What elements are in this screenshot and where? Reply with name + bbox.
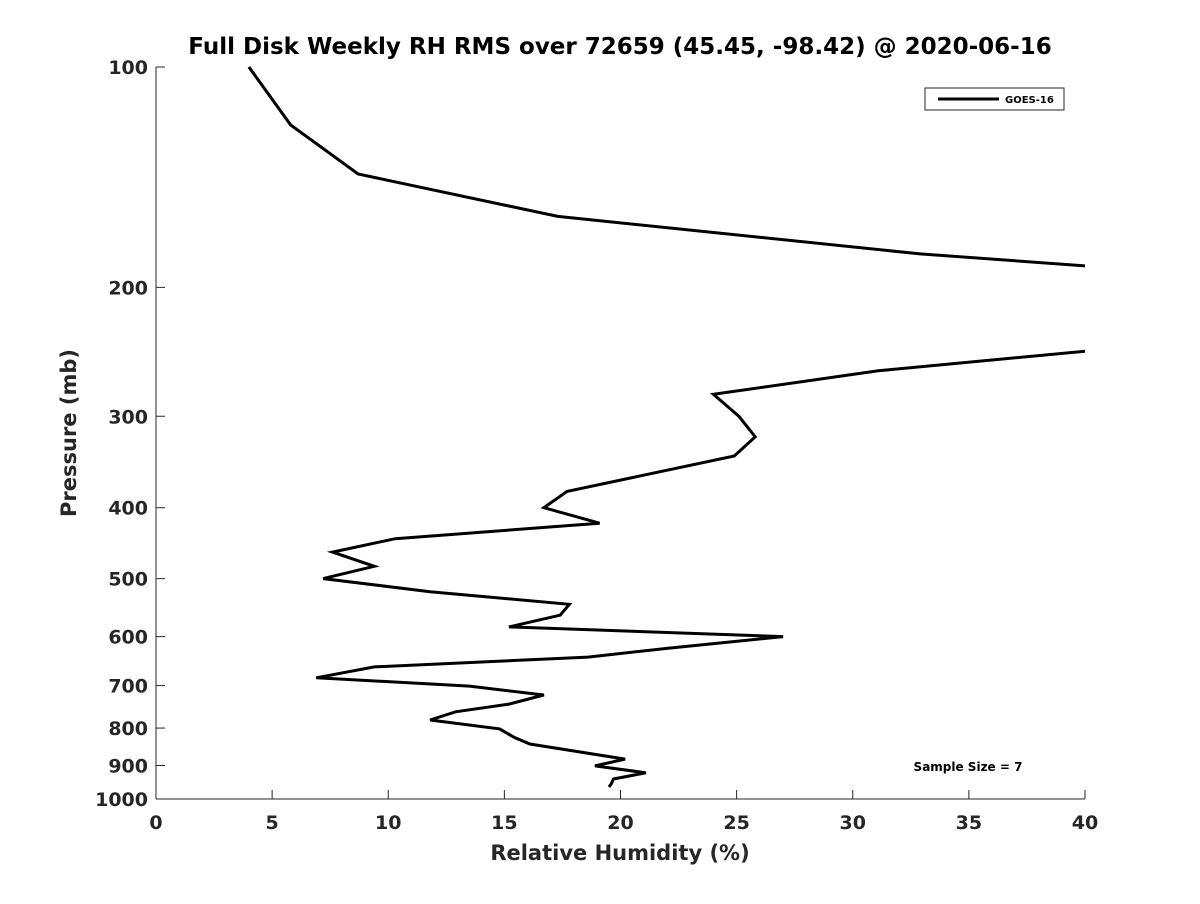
x-tick-label: 20 bbox=[607, 812, 633, 834]
y-tick-label: 600 bbox=[108, 627, 148, 649]
sample-size-annotation: Sample Size = 7 bbox=[914, 760, 1023, 774]
x-tick-label: 10 bbox=[375, 812, 401, 834]
y-tick-label: 100 bbox=[108, 57, 148, 79]
y-tick-label: 1000 bbox=[95, 789, 148, 811]
y-tick-label: 300 bbox=[108, 406, 148, 428]
y-tick-label: 900 bbox=[108, 756, 148, 778]
chart-title: Full Disk Weekly RH RMS over 72659 (45.4… bbox=[188, 34, 1051, 60]
legend-entry-goes16: GOES-16 bbox=[1005, 95, 1054, 106]
y-tick-label: 200 bbox=[108, 277, 148, 299]
y-axis-label: Pressure (mb) bbox=[57, 349, 81, 517]
y-tick-label: 400 bbox=[108, 498, 148, 520]
y-tick-label: 500 bbox=[108, 569, 148, 591]
x-tick-label: 0 bbox=[149, 812, 162, 834]
x-tick-label: 35 bbox=[956, 812, 982, 834]
series-layer bbox=[247, 66, 1085, 788]
legend: GOES-16 bbox=[924, 87, 1065, 111]
axes: 0 5 10 15 20 25 30 35 40 100 200 300 400 500 600 700 800… bbox=[95, 57, 1098, 834]
y-tick-label: 700 bbox=[108, 676, 148, 698]
y-tick-label: 800 bbox=[108, 718, 148, 740]
series-line-goes16 bbox=[247, 66, 1085, 788]
x-tick-label: 30 bbox=[840, 812, 866, 834]
x-tick-label: 5 bbox=[266, 812, 279, 834]
x-axis-label: Relative Humidity (%) bbox=[490, 841, 749, 865]
x-tick-label: 25 bbox=[723, 812, 749, 834]
x-tick-label: 40 bbox=[1072, 812, 1098, 834]
x-tick-label: 15 bbox=[491, 812, 517, 834]
